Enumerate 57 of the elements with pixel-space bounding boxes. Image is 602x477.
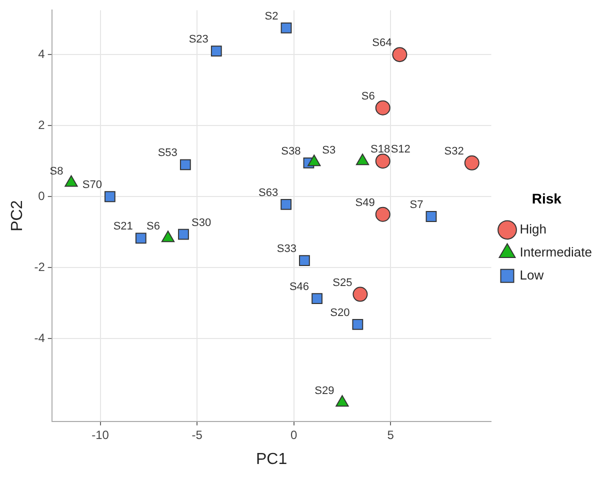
y-axis-title: PC2 (9, 200, 26, 232)
y-tick-label: -2 (34, 260, 46, 274)
annotation: S30 (191, 216, 212, 229)
point (312, 293, 322, 304)
point (464, 155, 480, 170)
legend-title: Risk (532, 190, 562, 206)
annotation: S64 (372, 37, 392, 50)
annotation: S63 (258, 186, 278, 199)
y-tick-label: 2 (38, 118, 46, 132)
annotation: S12 (390, 144, 410, 156)
annotation: S8 (50, 165, 64, 178)
annotation: S33 (276, 243, 296, 256)
annotation: S29 (314, 385, 334, 398)
y-tick-label: 0 (38, 188, 46, 203)
point (178, 228, 189, 240)
annotation: S23 (188, 34, 208, 46)
point (352, 319, 364, 330)
annotation: S18 (370, 144, 390, 156)
point (336, 395, 349, 407)
annotation: S6 (361, 90, 375, 102)
point (375, 206, 390, 222)
x-axis-title: PC1 (256, 450, 288, 468)
point (210, 46, 222, 56)
annotation: S21 (113, 220, 133, 233)
point (280, 198, 292, 210)
point (299, 255, 310, 266)
y-tick-label: -4 (34, 330, 46, 345)
point (180, 159, 191, 170)
annotation: S49 (355, 196, 375, 209)
x-tick-label: -10 (92, 428, 110, 442)
legend-label: Intermediate (520, 244, 592, 260)
point (352, 286, 368, 302)
point (426, 211, 437, 222)
annotation: S46 (289, 281, 310, 294)
x-tick-label: 0 (290, 428, 298, 442)
annotation: S2 (264, 10, 278, 22)
annotation: S3 (322, 144, 336, 157)
annotation: S25 (332, 276, 352, 289)
point (104, 191, 116, 202)
annotation: S38 (281, 145, 301, 158)
legend-label: High (520, 221, 546, 236)
x-tick-label: -5 (192, 428, 203, 442)
annotation: S7 (410, 199, 424, 212)
point (392, 47, 408, 62)
point (375, 154, 390, 169)
point (280, 22, 292, 34)
point (135, 232, 146, 244)
legend-label: Low (520, 267, 544, 282)
y-tick-label: 4 (38, 46, 46, 61)
point (375, 100, 390, 116)
annotation: S70 (82, 179, 102, 192)
annotation: S6 (146, 220, 160, 233)
x-tick-label: 5 (387, 428, 394, 442)
point (161, 230, 175, 242)
annotation: S53 (158, 147, 178, 160)
annotation: S20 (330, 306, 350, 319)
annotation: S32 (444, 145, 464, 158)
